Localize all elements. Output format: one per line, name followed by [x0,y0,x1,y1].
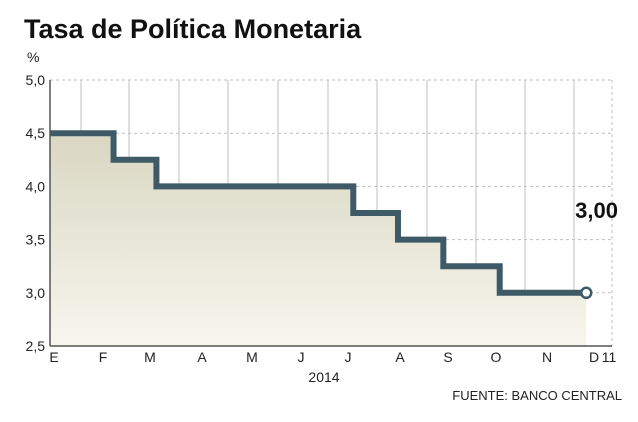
x-tick-label: M [144,349,156,365]
x-tick-label: S [443,349,452,365]
y-unit-label: % [27,49,39,65]
x-tick-label: E [49,349,58,365]
y-tick-label: 3,0 [26,285,46,301]
x-tick-label: J [345,349,352,365]
x-year-label: 2014 [308,369,339,385]
x-tick-label: D [589,349,599,365]
source-label: FUENTE: BANCO CENTRAL [452,388,622,403]
series-area [50,133,587,346]
y-tick-label: 4,5 [26,125,46,141]
x-tick-label: J [298,349,305,365]
last-value-label: 3,00 [575,198,618,223]
series-line [50,130,587,296]
x-tick-label: O [491,349,502,365]
x-tick-label: A [395,349,405,365]
y-tick-label: 3,5 [26,232,46,248]
x-end-label: 11 [602,349,617,365]
x-tick-label: F [99,349,108,365]
chart-title: Tasa de Política Monetaria [24,14,362,44]
y-tick-label: 4,0 [26,178,46,194]
y-tick-label: 2,5 [26,338,46,354]
x-tick-label: N [542,349,552,365]
x-tick-label: M [246,349,258,365]
y-tick-label: 5,0 [26,72,46,88]
x-tick-label: A [197,349,207,365]
last-point-marker [580,286,593,300]
